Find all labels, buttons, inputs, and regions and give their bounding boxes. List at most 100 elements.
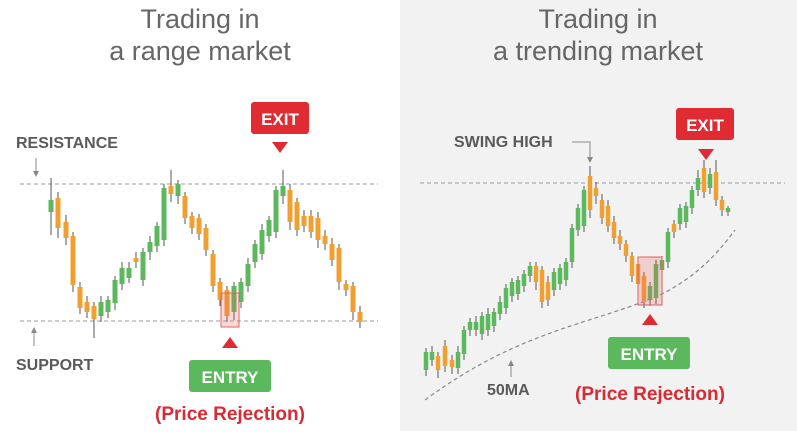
swing-high-label: SWING HIGH — [454, 134, 553, 151]
candle-body — [521, 274, 527, 286]
candle-body — [147, 242, 153, 252]
candle-body — [266, 220, 272, 236]
candle-body — [455, 352, 461, 368]
left-entry-arrow-icon — [222, 337, 238, 348]
candle-body — [55, 198, 61, 228]
candle-body — [98, 302, 104, 316]
candle-body — [449, 360, 455, 367]
candle-body — [569, 228, 575, 262]
candle-body — [112, 280, 118, 303]
candle-body — [48, 200, 54, 212]
candle-body — [196, 218, 202, 234]
candle-body — [611, 222, 617, 238]
candle-body — [294, 202, 300, 230]
candle-body — [252, 244, 258, 262]
candle-body — [581, 190, 587, 226]
left-exit-badge — [251, 102, 309, 134]
support-pointer-icon — [31, 327, 37, 346]
candle-body — [343, 284, 349, 290]
candle-body — [623, 244, 629, 256]
candle-body — [350, 286, 356, 312]
right-title-line2: a trending market — [493, 36, 704, 66]
ma-curve — [424, 229, 736, 401]
candle-body — [551, 272, 557, 290]
candle-body — [175, 184, 181, 196]
candle-body — [575, 208, 581, 230]
candle-body — [695, 178, 701, 190]
right-exit-badge — [676, 108, 734, 140]
candle-body — [287, 190, 293, 222]
candle-body — [617, 236, 623, 244]
right-entry-label: ENTRY — [621, 345, 679, 364]
candle-body — [689, 190, 695, 208]
candle-body — [683, 206, 689, 222]
left-exit-label: EXIT — [261, 110, 299, 129]
right-entry-marker: ENTRY — [608, 314, 690, 369]
candle-body — [599, 200, 605, 218]
candle-body — [210, 254, 216, 286]
candle-body — [503, 288, 509, 308]
resistance-pointer-icon — [33, 158, 39, 177]
candle-body — [217, 282, 223, 300]
candle-body — [105, 300, 111, 312]
candle-body — [647, 286, 653, 300]
candle-body — [485, 314, 491, 330]
candle-body — [605, 206, 611, 226]
left-panel-background — [0, 0, 400, 431]
candle-body — [182, 196, 188, 218]
right-exit-arrow-icon — [698, 149, 714, 160]
candle-body — [308, 216, 314, 232]
left-rejection-label: (Price Rejection) — [155, 404, 305, 425]
right-entry-highlight — [637, 256, 663, 306]
candle-body — [224, 290, 230, 316]
candle-body — [719, 200, 725, 210]
candle-body — [63, 222, 69, 238]
resistance-label: RESISTANCE — [16, 135, 118, 152]
candle-body — [461, 330, 467, 354]
candle-body — [629, 256, 635, 276]
candle-body — [70, 236, 76, 285]
left-entry-badge — [189, 360, 271, 392]
left-title-line1: Trading in — [140, 4, 259, 34]
candle-body — [231, 286, 237, 312]
candle-body — [563, 262, 569, 280]
candle-body — [154, 226, 160, 246]
candle-body — [527, 266, 533, 276]
candle-body — [539, 270, 545, 302]
candle-body — [509, 282, 515, 296]
candle-body — [77, 287, 83, 308]
candle-body — [653, 264, 659, 298]
candle-body — [168, 186, 174, 194]
candle-body — [641, 276, 647, 302]
candle-body — [429, 352, 435, 360]
candle-body — [133, 258, 139, 262]
right-exit-label: EXIT — [686, 116, 724, 135]
candle-body — [273, 190, 279, 232]
left-exit-marker: EXIT — [251, 102, 309, 153]
left-exit-arrow-icon — [272, 142, 288, 153]
left-entry-highlight — [220, 292, 240, 328]
candle-body — [280, 186, 286, 196]
swing-high-pointer-icon — [572, 141, 593, 163]
candle-body — [238, 282, 244, 302]
candle-body — [701, 168, 707, 192]
candle-body — [497, 302, 503, 314]
right-entry-badge — [608, 337, 690, 369]
candle-body — [467, 322, 473, 330]
candle-body — [357, 312, 363, 322]
candle-body — [329, 244, 335, 260]
candle-body — [259, 230, 265, 254]
candle-body — [707, 174, 713, 188]
candle-body — [91, 306, 97, 319]
ma-label: 50MA — [487, 382, 530, 399]
candle-body — [315, 218, 321, 240]
candle-body — [336, 248, 342, 282]
candle-body — [593, 188, 599, 196]
ma-pointer-icon — [508, 360, 514, 377]
candle-body — [84, 302, 90, 312]
candle-body — [161, 188, 167, 240]
left-entry-label: ENTRY — [202, 368, 260, 387]
candle-body — [515, 280, 521, 294]
right-title-line1: Trading in — [538, 4, 657, 34]
